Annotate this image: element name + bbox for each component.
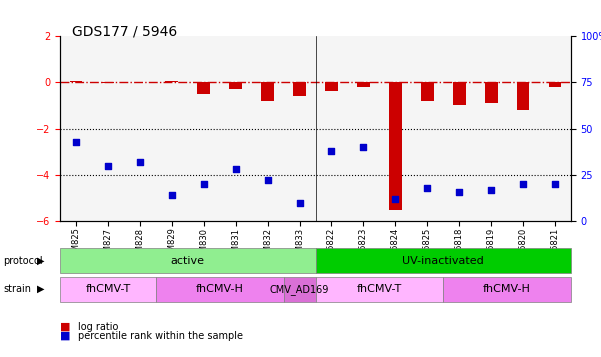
Text: ■: ■	[60, 322, 70, 332]
Point	[359, 144, 368, 150]
Text: fhCMV-H: fhCMV-H	[196, 284, 243, 294]
Text: fhCMV-H: fhCMV-H	[483, 284, 531, 294]
Bar	[549, 82, 561, 87]
Text: active: active	[171, 256, 205, 266]
Text: strain: strain	[3, 284, 31, 294]
Bar	[230, 82, 242, 89]
Point	[423, 185, 432, 191]
Bar	[261, 82, 274, 101]
Point	[167, 192, 177, 198]
Text: percentile rank within the sample: percentile rank within the sample	[78, 331, 243, 341]
Bar	[165, 81, 178, 82]
Text: fhCMV-T: fhCMV-T	[85, 284, 130, 294]
Point	[135, 159, 145, 165]
Point	[263, 178, 272, 183]
Point	[518, 181, 528, 187]
Text: ■: ■	[60, 331, 70, 341]
Bar	[102, 82, 114, 83]
Bar	[421, 82, 434, 101]
Point	[199, 181, 209, 187]
Text: protocol: protocol	[3, 256, 43, 266]
Point	[327, 148, 337, 154]
Bar	[453, 82, 466, 105]
Bar	[293, 82, 306, 96]
Bar	[517, 82, 529, 110]
Bar	[197, 82, 210, 94]
Point	[294, 200, 304, 206]
Text: fhCMV-T: fhCMV-T	[357, 284, 402, 294]
Point	[486, 187, 496, 193]
Point	[72, 139, 81, 144]
Point	[103, 163, 113, 169]
Bar	[70, 81, 82, 82]
Text: GDS177 / 5946: GDS177 / 5946	[72, 25, 177, 39]
Text: ▶: ▶	[37, 284, 44, 294]
Text: UV-inactivated: UV-inactivated	[402, 256, 484, 266]
Bar	[357, 82, 370, 87]
Bar	[325, 82, 338, 91]
Text: log ratio: log ratio	[78, 322, 118, 332]
Point	[231, 166, 240, 172]
Point	[391, 196, 400, 202]
Text: ▶: ▶	[37, 256, 44, 266]
Bar	[485, 82, 498, 103]
Point	[550, 181, 560, 187]
Bar	[389, 82, 401, 210]
Point	[454, 189, 464, 195]
Text: CMV_AD169: CMV_AD169	[270, 284, 329, 295]
